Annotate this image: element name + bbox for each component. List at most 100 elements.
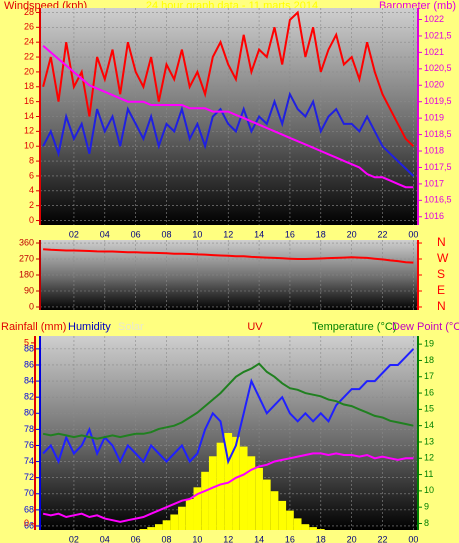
- tick-label: 16: [24, 96, 34, 106]
- tick-label: 76: [24, 440, 34, 450]
- tick-label: 22: [24, 51, 34, 61]
- tick-label: 1021: [424, 47, 444, 57]
- tick-label: N: [437, 299, 446, 313]
- series-line: [42, 45, 414, 189]
- tick-label: 90: [24, 285, 34, 295]
- x-tick-label: 14: [254, 229, 264, 239]
- tick-label: 18: [24, 81, 34, 91]
- tick-label: 1020: [424, 80, 444, 90]
- tick-label: 1017,5: [424, 162, 452, 172]
- tick-label: 86: [24, 359, 34, 369]
- tick-label: 2: [29, 200, 34, 210]
- x-tick-label: 06: [131, 229, 141, 239]
- tick-label: 8: [29, 155, 34, 165]
- x-tick-label: 02: [69, 534, 79, 543]
- x-tick-label: 00: [408, 534, 418, 543]
- tick-label: 17: [424, 371, 434, 381]
- tick-label: 4: [29, 185, 34, 195]
- x-tick-label: 22: [378, 534, 388, 543]
- solar-bar: [162, 520, 171, 530]
- solar-bar: [139, 529, 148, 530]
- x-tick-label: 02: [69, 229, 79, 239]
- y-axis-label: Windspeed (kph): [4, 0, 87, 12]
- tick-label: 72: [24, 472, 34, 482]
- temperature-label: Temperature (°C): [312, 321, 396, 333]
- tick-label: 1019: [424, 113, 444, 123]
- solar-bar: [147, 527, 155, 530]
- x-tick-label: 10: [192, 229, 202, 239]
- solar-bar: [293, 518, 302, 530]
- solar-bar: [301, 524, 310, 530]
- tick-label: 1017: [424, 178, 444, 188]
- solar-bar: [232, 436, 240, 530]
- tick-label: 20: [24, 66, 34, 76]
- tick-label: 0: [29, 301, 34, 311]
- tick-label: 0: [29, 215, 34, 225]
- solar-bar: [178, 506, 186, 530]
- tick-label: 16: [424, 387, 434, 397]
- solar-bar: [170, 514, 179, 530]
- x-tick-label: 20: [347, 534, 357, 543]
- solar-bar: [270, 491, 279, 530]
- solar-bar: [239, 446, 248, 530]
- tick-label: W: [437, 251, 449, 265]
- x-tick-label: 20: [347, 229, 357, 239]
- tick-label: 5: [24, 337, 29, 347]
- solar-label: Solar: [118, 321, 144, 333]
- rainfall-label: Rainfall (mm): [1, 321, 66, 333]
- tick-label: 1022: [424, 14, 444, 24]
- solar-bar: [309, 527, 317, 530]
- uv-label: UV: [247, 321, 263, 333]
- tick-label: 15: [424, 404, 434, 414]
- tick-label: 82: [24, 392, 34, 402]
- tick-label: 10: [24, 141, 34, 151]
- tick-label: 84: [24, 375, 34, 385]
- tick-label: 78: [24, 424, 34, 434]
- tick-label: 1018: [424, 145, 444, 155]
- tick-label: 1021,5: [424, 30, 452, 40]
- x-tick-label: 16: [285, 229, 295, 239]
- tick-label: 270: [19, 253, 34, 263]
- solar-bar: [278, 500, 287, 530]
- tick-label: 1016,5: [424, 195, 452, 205]
- tick-label: 180: [19, 269, 34, 279]
- tick-label: 12: [24, 126, 34, 136]
- x-tick-label: 18: [316, 534, 326, 543]
- tick-label: 6: [29, 170, 34, 180]
- series-line: [42, 362, 414, 440]
- chart-title: 24 hour graph data - 11 marts 2014: [146, 0, 318, 12]
- solar-bar: [255, 467, 263, 530]
- x-tick-label: 18: [316, 229, 326, 239]
- tick-label: 11: [424, 469, 433, 479]
- tick-label: 360: [19, 237, 34, 247]
- x-tick-label: 08: [162, 229, 172, 239]
- tick-label: 66: [24, 520, 34, 530]
- tick-label: 12: [424, 453, 434, 463]
- solar-bar: [216, 442, 225, 530]
- x-tick-label: 12: [223, 534, 233, 543]
- solar-bar: [247, 456, 256, 530]
- tick-label: 0: [24, 518, 29, 528]
- tick-label: 8: [424, 518, 429, 528]
- tick-label: 19: [424, 339, 434, 349]
- x-tick-label: 00: [408, 229, 418, 239]
- x-tick-label: 14: [254, 534, 264, 543]
- series-line: [42, 452, 414, 523]
- solar-bar: [154, 524, 163, 530]
- tick-label: 1020,5: [424, 63, 452, 73]
- tick-label: 70: [24, 488, 34, 498]
- tick-label: 74: [24, 456, 34, 466]
- solar-bar: [185, 498, 194, 530]
- x-tick-label: 22: [378, 229, 388, 239]
- tick-label: 14: [24, 111, 34, 121]
- tick-label: 9: [424, 502, 429, 512]
- x-tick-label: 16: [285, 534, 295, 543]
- series-line: [42, 10, 415, 147]
- tick-label: 10: [424, 485, 434, 495]
- solar-bar: [316, 529, 325, 530]
- series-line: [42, 91, 415, 177]
- tick-label: 1019,5: [424, 96, 452, 106]
- tick-label: 88: [24, 343, 34, 353]
- x-tick-label: 06: [131, 534, 141, 543]
- solar-bar: [193, 487, 202, 530]
